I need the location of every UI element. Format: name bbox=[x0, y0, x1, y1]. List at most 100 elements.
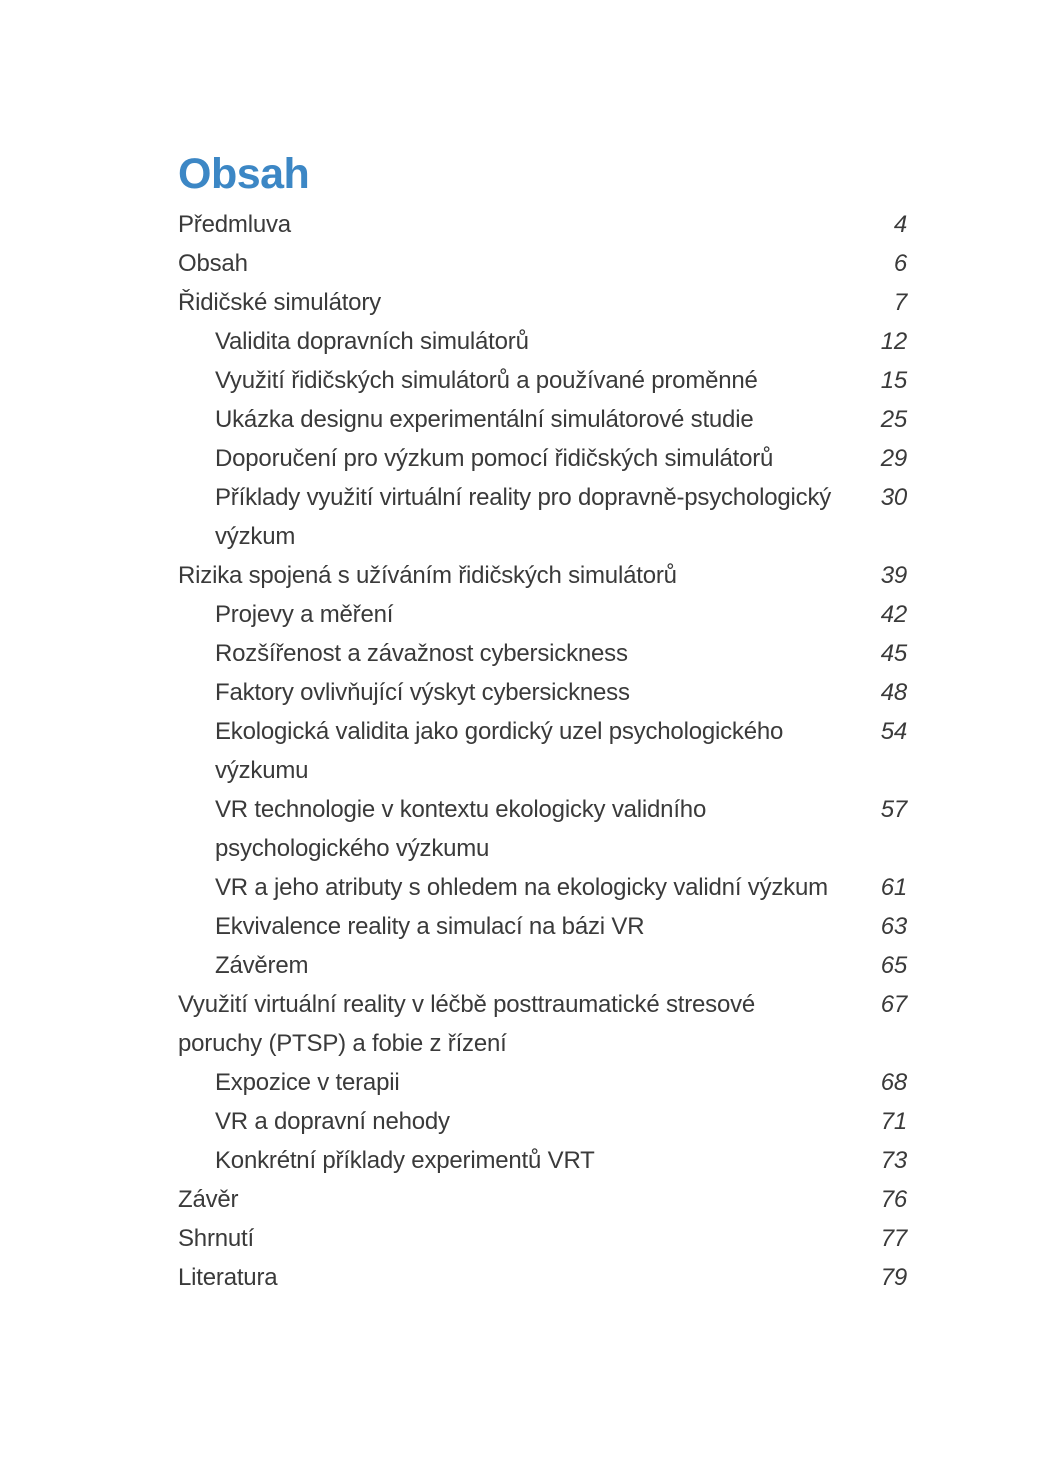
toc-entry-label: Ukázka designu experimentální simulátoro… bbox=[178, 400, 861, 439]
toc-entry[interactable]: Projevy a měření 42 bbox=[178, 595, 907, 634]
toc-entry-line1: Konkrétní příklady experimentů VRT bbox=[215, 1147, 595, 1174]
toc-entry-line1: Ekvivalence reality a simulací na bázi V… bbox=[215, 913, 645, 940]
toc-entry-line1: Faktory ovlivňující výskyt cybersickness bbox=[215, 679, 630, 706]
toc-entry-label: Validita dopravních simulátorů bbox=[178, 322, 861, 361]
toc-entry[interactable]: Ekologická validita jako gordický uzel p… bbox=[178, 712, 907, 790]
toc-entry[interactable]: VR a dopravní nehody 71 bbox=[178, 1102, 907, 1141]
toc-entry-page: 30 bbox=[880, 484, 907, 511]
toc-entry[interactable]: VR a jeho atributy s ohledem na ekologic… bbox=[178, 868, 907, 907]
toc-entry-page: 68 bbox=[880, 1069, 907, 1096]
toc-entry-label: VR a jeho atributy s ohledem na ekologic… bbox=[178, 868, 861, 907]
toc-entry-label: Projevy a měření bbox=[178, 595, 861, 634]
toc-entry-page: 77 bbox=[880, 1225, 907, 1252]
toc-entry-line1: Shrnutí bbox=[178, 1225, 254, 1252]
toc-entry-page: 25 bbox=[880, 406, 907, 433]
toc-entry-page: 6 bbox=[893, 250, 907, 277]
toc-entry-line1: Expozice v terapii bbox=[215, 1069, 400, 1096]
toc-entry-line1: Rizika spojená s užíváním řidičských sim… bbox=[178, 562, 677, 589]
toc-list: Předmluva 4 Obsah 6 Řidičské simulátory … bbox=[178, 205, 907, 1297]
toc-entry[interactable]: Faktory ovlivňující výskyt cybersickness… bbox=[178, 673, 907, 712]
toc-entry-label: Doporučení pro výzkum pomocí řidičských … bbox=[178, 439, 861, 478]
toc-entry-page: 7 bbox=[893, 289, 907, 316]
toc-entry[interactable]: Využití virtuální reality v léčbě posttr… bbox=[178, 985, 907, 1063]
toc-entry-line2: výzkum bbox=[215, 523, 296, 550]
toc-entry-page: 12 bbox=[880, 328, 907, 355]
toc-entry[interactable]: Expozice v terapii 68 bbox=[178, 1063, 907, 1102]
toc-entry[interactable]: Rozšířenost a závažnost cybersickness 45 bbox=[178, 634, 907, 673]
toc-entry-label: Rozšířenost a závažnost cybersickness bbox=[178, 634, 861, 673]
toc-entry-label: Závěr bbox=[178, 1180, 861, 1219]
toc-entry[interactable]: Ekvivalence reality a simulací na bázi V… bbox=[178, 907, 907, 946]
toc-entry[interactable]: Využití řidičských simulátorů a používan… bbox=[178, 361, 907, 400]
toc-entry[interactable]: Doporučení pro výzkum pomocí řidičských … bbox=[178, 439, 907, 478]
toc-entry-page: 61 bbox=[880, 874, 907, 901]
toc-entry-label: Konkrétní příklady experimentů VRT bbox=[178, 1141, 861, 1180]
toc-entry-line1: Řidičské simulátory bbox=[178, 289, 381, 316]
page-title: Obsah bbox=[178, 150, 310, 198]
toc-entry-label: Ekvivalence reality a simulací na bázi V… bbox=[178, 907, 861, 946]
toc-entry[interactable]: Rizika spojená s užíváním řidičských sim… bbox=[178, 556, 907, 595]
toc-entry-label: Rizika spojená s užíváním řidičských sim… bbox=[178, 556, 861, 595]
toc-entry-label: Obsah bbox=[178, 244, 861, 283]
toc-entry-label: Ekologická validita jako gordický uzel p… bbox=[178, 712, 861, 790]
toc-entry-label: Literatura bbox=[178, 1258, 861, 1297]
toc-entry[interactable]: Literatura 79 bbox=[178, 1258, 907, 1297]
toc-entry[interactable]: Závěrem 65 bbox=[178, 946, 907, 985]
toc-entry-page: 79 bbox=[880, 1264, 907, 1291]
toc-entry-line2: poruchy (PTSP) a fobie z řízení bbox=[178, 1030, 507, 1057]
toc-entry[interactable]: Ukázka designu experimentální simulátoro… bbox=[178, 400, 907, 439]
toc-entry-page: 15 bbox=[880, 367, 907, 394]
toc-entry-line1: VR a dopravní nehody bbox=[215, 1108, 450, 1135]
toc-entry[interactable]: Řidičské simulátory 7 bbox=[178, 283, 907, 322]
toc-entry-line1: Literatura bbox=[178, 1264, 278, 1291]
toc-entry-line1: VR technologie v kontextu ekologicky val… bbox=[215, 796, 707, 823]
toc-entry[interactable]: VR technologie v kontextu ekologicky val… bbox=[178, 790, 907, 868]
toc-entry-page: 4 bbox=[893, 211, 907, 238]
toc-entry-label: Řidičské simulátory bbox=[178, 283, 861, 322]
toc-entry[interactable]: Shrnutí 77 bbox=[178, 1219, 907, 1258]
toc-entry-line1: Předmluva bbox=[178, 211, 291, 238]
toc-entry-page: 54 bbox=[880, 718, 907, 745]
toc-entry-page: 71 bbox=[880, 1108, 907, 1135]
toc-entry-line1: Ukázka designu experimentální simulátoro… bbox=[215, 406, 754, 433]
toc-entry-line1: Příklady využití virtuální reality pro d… bbox=[215, 484, 832, 511]
toc-entry-label: Využití virtuální reality v léčbě posttr… bbox=[178, 985, 861, 1063]
toc-entry-line1: VR a jeho atributy s ohledem na ekologic… bbox=[215, 874, 828, 901]
toc-entry-page: 73 bbox=[880, 1147, 907, 1174]
toc-entry-line1: Rozšířenost a závažnost cybersickness bbox=[215, 640, 628, 667]
toc-entry[interactable]: Obsah 6 bbox=[178, 244, 907, 283]
toc-entry-label: Využití řidičských simulátorů a používan… bbox=[178, 361, 861, 400]
toc-entry-line1: Využití virtuální reality v léčbě posttr… bbox=[178, 991, 756, 1018]
toc-entry-page: 76 bbox=[880, 1186, 907, 1213]
toc-entry-page: 45 bbox=[880, 640, 907, 667]
toc-entry-line2: výzkumu bbox=[215, 757, 309, 784]
toc-entry-label: VR a dopravní nehody bbox=[178, 1102, 861, 1141]
toc-entry-label: Předmluva bbox=[178, 205, 861, 244]
toc-entry-label: Závěrem bbox=[178, 946, 861, 985]
toc-entry[interactable]: Předmluva 4 bbox=[178, 205, 907, 244]
toc-entry-line1: Doporučení pro výzkum pomocí řidičských … bbox=[215, 445, 774, 472]
toc-entry-line1: Závěrem bbox=[215, 952, 309, 979]
toc-entry-label: Faktory ovlivňující výskyt cybersickness bbox=[178, 673, 861, 712]
toc-entry-label: Příklady využití virtuální reality pro d… bbox=[178, 478, 861, 556]
toc-entry[interactable]: Příklady využití virtuální reality pro d… bbox=[178, 478, 907, 556]
toc-entry-line1: Ekologická validita jako gordický uzel p… bbox=[215, 718, 784, 745]
toc-entry-line1: Využití řidičských simulátorů a používan… bbox=[215, 367, 758, 394]
toc-entry-line1: Závěr bbox=[178, 1186, 239, 1213]
toc-entry-label: Expozice v terapii bbox=[178, 1063, 861, 1102]
toc-entry-page: 39 bbox=[880, 562, 907, 589]
toc-entry-label: Shrnutí bbox=[178, 1219, 861, 1258]
toc-entry-line1: Projevy a měření bbox=[215, 601, 394, 628]
toc-entry[interactable]: Závěr 76 bbox=[178, 1180, 907, 1219]
toc-entry-page: 65 bbox=[880, 952, 907, 979]
toc-entry-page: 57 bbox=[880, 796, 907, 823]
toc-entry-page: 29 bbox=[880, 445, 907, 472]
toc-entry-line1: Obsah bbox=[178, 250, 248, 277]
toc-content: Obsah Předmluva 4 Obsah 6 Řidičské simul… bbox=[178, 150, 907, 1297]
toc-entry[interactable]: Validita dopravních simulátorů 12 bbox=[178, 322, 907, 361]
toc-entry[interactable]: Konkrétní příklady experimentů VRT 73 bbox=[178, 1141, 907, 1180]
toc-entry-page: 42 bbox=[880, 601, 907, 628]
toc-entry-line1: Validita dopravních simulátorů bbox=[215, 328, 529, 355]
toc-entry-page: 63 bbox=[880, 913, 907, 940]
